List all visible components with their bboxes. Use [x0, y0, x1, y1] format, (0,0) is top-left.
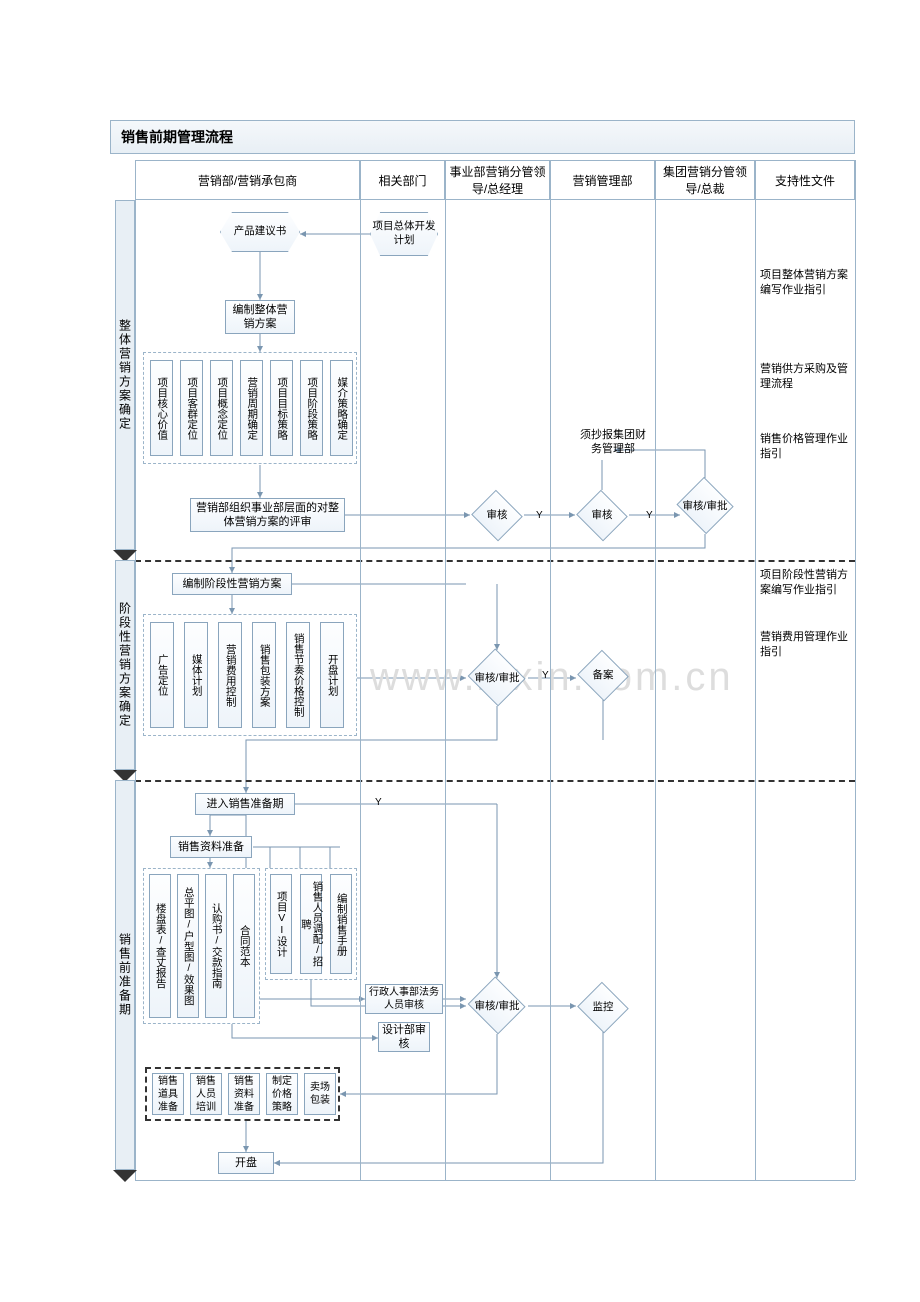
flowchart-canvas: www.zixin.com.cn 销售前期管理流程 产品建议书 项目总体开发计划…: [0, 0, 920, 1302]
diamond-p1-audit3: 审核/审批: [675, 478, 735, 534]
col-header-0: 营销部/营销承包商: [135, 160, 360, 200]
box-hr-legal: 行政人事部法务人员审核: [365, 984, 443, 1014]
col-header-2: 事业部营销分管领导/总经理: [445, 160, 550, 200]
p1-sub-4: 项目目标策略: [270, 360, 293, 456]
col-line-1: [360, 200, 361, 1180]
diamond-p1-audit2: 审核: [575, 490, 629, 540]
p3-sub3-0: 销售道具准备: [152, 1073, 184, 1115]
phase-sep-1: [135, 560, 855, 562]
p1-sub-1: 项目客群定位: [180, 360, 203, 456]
col-line-right: [855, 160, 856, 1180]
p1-sub-5: 项目阶段策略: [300, 360, 323, 456]
p3-sub2-1: 销售人员调配/招聘: [300, 874, 322, 974]
phase-label-0: 整体营销方案确定: [115, 200, 135, 550]
doc-p2-1: 项目阶段性营销方案编写作业指引: [760, 568, 852, 599]
p2-sub-2: 营销费用控制: [218, 622, 242, 728]
diamond-p3-monitor: 监控: [576, 982, 630, 1032]
doc-p2-2: 营销费用管理作业指引: [760, 630, 852, 661]
p1-sub-2: 项目概念定位: [210, 360, 233, 456]
p3-sub3-2: 销售资料准备: [228, 1073, 260, 1115]
col-header-1: 相关部门: [360, 160, 445, 200]
p2-sub-5: 开盘计划: [320, 622, 344, 728]
col-header-3: 营销管理部: [550, 160, 655, 200]
phase-arrow-2: [113, 1170, 137, 1182]
p3-sub3-4: 卖场包装: [304, 1073, 336, 1115]
note-finance: 须抄报集团财务管理部: [575, 428, 651, 457]
box-open: 开盘: [218, 1152, 274, 1174]
p3-sub2-2: 编制销售手册: [330, 874, 352, 974]
box-review-overall: 营销部组织事业部层面的对整体营销方案的评审: [190, 498, 345, 532]
p2-sub-0: 广告定位: [150, 622, 174, 728]
diamond-p2-file: 备案: [576, 650, 630, 700]
y-3: Y: [542, 670, 549, 681]
col-line-0: [135, 200, 136, 1180]
p2-sub-4: 销售节奏价格控制: [286, 622, 310, 728]
col-line-4: [655, 200, 656, 1180]
p3-sub1-0: 楼盘表/查丈报告: [149, 874, 171, 1018]
p3-sub3-1: 销售人员培训: [190, 1073, 222, 1115]
p3-sub2-0: 项目VI设计: [270, 874, 292, 974]
box-sales-material: 销售资料准备: [170, 836, 252, 858]
diamond-p2-audit: 审核/审批: [466, 650, 528, 706]
p3-sub3-3: 制定价格策略: [266, 1073, 298, 1115]
p3-sub1-1: 总平图/户型图/效果图: [177, 874, 199, 1018]
doc-p1-1: 项目整体营销方案编写作业指引: [760, 268, 852, 299]
doc-p1-2: 营销供方采购及管理流程: [760, 362, 852, 393]
watermark: www.zixin.com.cn: [370, 655, 734, 700]
phase-sep-2: [135, 780, 855, 782]
p3-sub1-3: 合同范本: [233, 874, 255, 1018]
col-line-2: [445, 200, 446, 1180]
p3-sub1-2: 认购书/交款指南: [205, 874, 227, 1018]
phase-label-2: 销售前准备期: [115, 780, 135, 1170]
box-design-audit: 设计部审核: [378, 1022, 430, 1052]
hex-product-proposal: 产品建议书: [220, 212, 300, 252]
col-line-5: [755, 200, 756, 1180]
col-header-4: 集团营销分管领导/总裁: [655, 160, 755, 200]
p2-sub-3: 销售包装方案: [252, 622, 276, 728]
diamond-p3-audit: 审核/审批: [466, 978, 528, 1034]
bottom-border: [135, 1180, 855, 1181]
p2-sub-1: 媒体计划: [184, 622, 208, 728]
col-header-5: 支持性文件: [755, 160, 855, 200]
hex-dev-plan: 项目总体开发计划: [370, 212, 438, 256]
phase-label-1: 阶段性营销方案确定: [115, 560, 135, 770]
doc-p1-3: 销售价格管理作业指引: [760, 432, 852, 463]
p1-sub-3: 营销周期确定: [240, 360, 263, 456]
box-enter-prep: 进入销售准备期: [195, 793, 295, 815]
diamond-p1-audit1: 审核: [470, 490, 524, 540]
y-1: Y: [536, 510, 543, 521]
box-compile-stage: 编制阶段性营销方案: [172, 573, 292, 595]
col-line-3: [550, 200, 551, 1180]
p1-sub-0: 项目核心价值: [150, 360, 173, 456]
title-bar: 销售前期管理流程: [110, 120, 855, 154]
y-2: Y: [646, 510, 653, 521]
box-compile-overall: 编制整体营销方案: [225, 300, 295, 334]
p1-sub-6: 媒介策略确定: [330, 360, 353, 456]
y-4: Y: [375, 797, 382, 808]
